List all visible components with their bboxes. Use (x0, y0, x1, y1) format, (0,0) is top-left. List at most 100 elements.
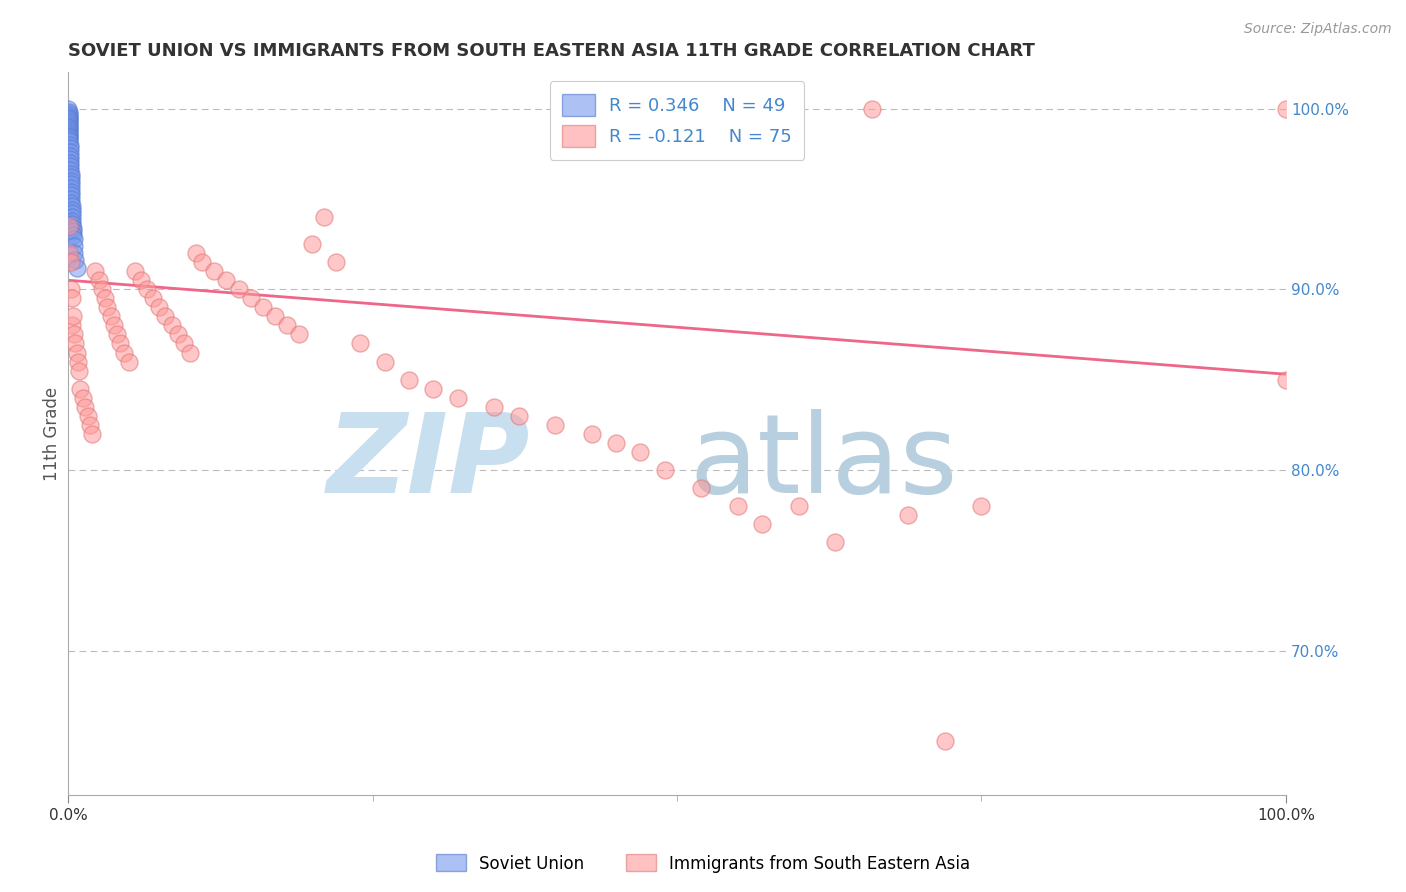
Point (65, 253, 87, 268)
Point (166, 327, 188, 342)
Point (62, 220, 84, 235)
Point (65, 336, 87, 351)
Y-axis label: 11th Grade: 11th Grade (44, 387, 60, 481)
Point (72, 391, 94, 405)
Point (93, 291, 115, 305)
Point (1275, 373, 1298, 387)
Point (239, 291, 262, 305)
Point (58, 132, 80, 146)
Point (63, 327, 86, 342)
Point (654, 463, 676, 477)
Point (59, 282, 82, 296)
Point (142, 291, 165, 305)
Point (112, 345, 135, 359)
Point (58, 123, 80, 137)
Point (690, 481, 713, 495)
Point (60, 206, 83, 220)
Point (60, 213, 83, 227)
Point (202, 264, 225, 278)
Point (581, 426, 603, 441)
Point (173, 336, 195, 351)
Point (63, 232, 86, 246)
Point (59, 141, 82, 155)
Point (69, 382, 91, 396)
Point (215, 273, 238, 287)
Point (67, 363, 90, 377)
Point (148, 301, 170, 315)
Point (422, 382, 444, 396)
Point (58, 120, 80, 134)
Point (59, 145, 82, 159)
Point (179, 345, 201, 359)
Point (59, 174, 82, 188)
Point (76, 409, 98, 423)
Point (124, 264, 146, 278)
Point (160, 318, 183, 333)
Point (155, 310, 177, 324)
Point (63, 239, 86, 253)
Point (58, 127, 80, 141)
Point (58, 111, 80, 125)
Point (58, 112, 80, 127)
Point (129, 273, 152, 287)
Point (63, 246, 86, 260)
Point (191, 255, 214, 269)
Point (276, 318, 298, 333)
Text: SOVIET UNION VS IMMIGRANTS FROM SOUTH EASTERN ASIA 11TH GRADE CORRELATION CHART: SOVIET UNION VS IMMIGRANTS FROM SOUTH EA… (67, 42, 1035, 60)
Point (59, 152, 82, 166)
Point (59, 188, 82, 202)
Point (824, 535, 846, 549)
Point (58, 134, 80, 148)
Point (105, 327, 128, 342)
Point (60, 318, 83, 333)
Point (630, 445, 652, 459)
Point (228, 282, 250, 296)
Point (349, 336, 371, 351)
Point (58, 137, 80, 152)
Point (447, 391, 470, 405)
Text: atlas: atlas (689, 409, 957, 516)
Point (59, 163, 82, 178)
Point (65, 345, 87, 359)
Point (59, 160, 82, 174)
Point (59, 181, 82, 195)
Point (58, 116, 80, 130)
Point (60, 217, 83, 231)
Legend: Soviet Union, Immigrants from South Eastern Asia: Soviet Union, Immigrants from South East… (429, 847, 977, 880)
Point (79, 417, 101, 432)
Point (301, 237, 323, 252)
Point (312, 210, 335, 224)
Point (100, 310, 122, 324)
Point (59, 178, 82, 192)
Point (62, 310, 84, 324)
Point (288, 327, 311, 342)
Point (59, 170, 82, 185)
Point (751, 517, 773, 532)
Point (970, 499, 993, 513)
Point (59, 192, 82, 206)
Text: Source: ZipAtlas.com: Source: ZipAtlas.com (1244, 22, 1392, 37)
Point (58, 130, 80, 145)
Point (544, 417, 567, 432)
Point (65, 260, 87, 275)
Point (58, 118, 80, 132)
Point (484, 400, 506, 414)
Point (59, 167, 82, 181)
Point (60, 199, 83, 213)
Point (184, 246, 207, 260)
Point (91, 282, 114, 296)
Point (58, 246, 80, 260)
Point (58, 102, 80, 116)
Point (264, 310, 287, 324)
Point (325, 255, 347, 269)
Point (87, 273, 110, 287)
Point (58, 105, 80, 120)
Legend: R = 0.346    N = 49, R = -0.121    N = 75: R = 0.346 N = 49, R = -0.121 N = 75 (550, 81, 804, 160)
Point (60, 195, 83, 210)
Point (83, 264, 105, 278)
Point (60, 210, 83, 224)
Point (374, 354, 396, 368)
Point (860, 102, 883, 116)
Point (58, 128, 80, 143)
Point (118, 354, 141, 368)
